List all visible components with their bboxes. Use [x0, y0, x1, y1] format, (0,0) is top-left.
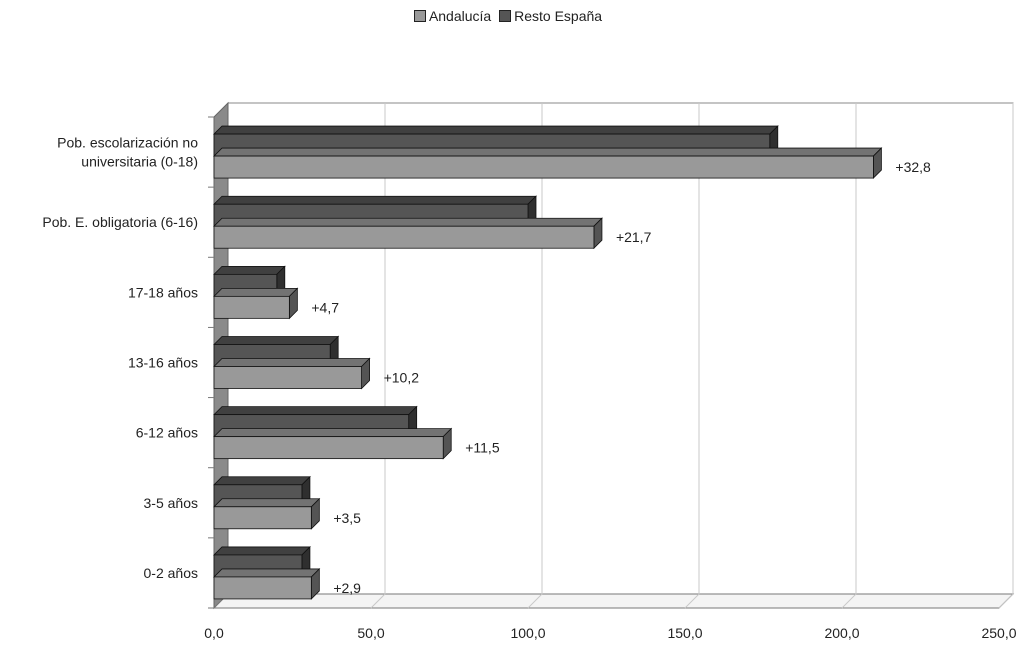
x-tick-label: 0,0: [204, 625, 224, 641]
bar-andalucia: [213, 357, 371, 390]
data-label: +10,2: [384, 370, 420, 386]
bar-andalucia: [213, 287, 299, 320]
data-label: +21,7: [616, 229, 652, 245]
data-label: +3,5: [333, 510, 361, 526]
gridline-floor: [998, 593, 1014, 609]
legend-label-andalucia: Andalucía: [428, 8, 492, 24]
bar-andalucia: [213, 217, 603, 250]
category-label: Pob. E. obligatoria (6-16): [42, 214, 198, 230]
category-label: Pob. escolarización no: [57, 135, 198, 151]
x-tick-label: 50,0: [357, 625, 384, 641]
legend-item-andalucia: Andalucía: [413, 8, 492, 24]
legend-swatch-andalucia: [413, 10, 426, 22]
data-label: +2,9: [333, 580, 361, 596]
bar-andalucia: [213, 497, 321, 530]
data-label: +11,5: [465, 440, 500, 456]
data-label: +4,7: [311, 299, 339, 315]
data-label: +32,8: [895, 159, 931, 175]
bar-andalucia: [213, 147, 883, 180]
x-tick-label: 200,0: [824, 625, 859, 641]
category-label: 17-18 años: [128, 284, 198, 300]
x-tick-label: 150,0: [667, 625, 702, 641]
category-label: 0-2 años: [144, 565, 198, 581]
legend-label-resto-espana: Resto España: [514, 8, 603, 24]
category-label: 3-5 años: [144, 495, 198, 511]
plot-area-frame: [227, 102, 1014, 595]
plot-floor: [212, 593, 1015, 609]
x-tick-label: 250,0: [981, 625, 1016, 641]
category-label: 6-12 años: [136, 425, 198, 441]
gridline-floor: [370, 593, 386, 609]
legend-item-resto-espana: Resto España: [499, 8, 602, 24]
gridline-floor: [684, 593, 700, 609]
chart-legend: Andalucía Resto España: [0, 8, 1016, 25]
x-tick-label: 100,0: [510, 625, 545, 641]
category-label: universitaria (0-18): [81, 154, 198, 170]
gridline-floor: [841, 593, 857, 609]
bar-andalucia: [213, 567, 321, 600]
category-label: 13-16 años: [128, 355, 198, 371]
bar-andalucia: [213, 427, 453, 460]
legend-swatch-resto-espana: [499, 10, 512, 22]
gridline-floor: [527, 593, 543, 609]
